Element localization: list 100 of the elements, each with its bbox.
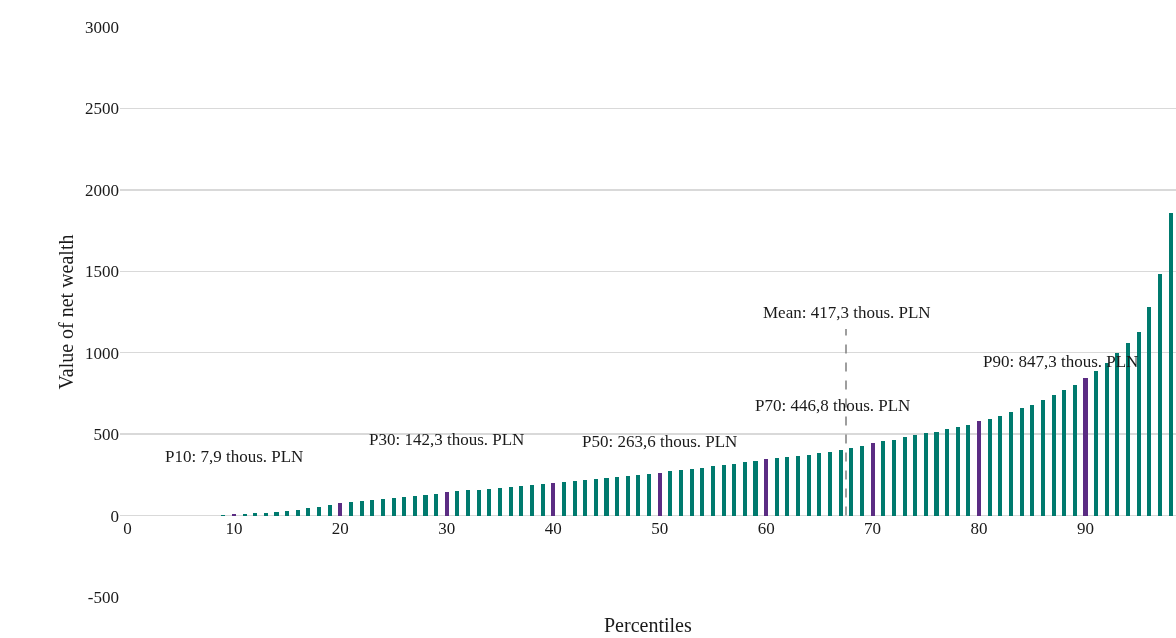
bar: [327, 505, 332, 516]
bar: [498, 487, 503, 516]
bar: [306, 508, 311, 516]
bar: [806, 454, 811, 516]
bar: [1008, 412, 1014, 516]
bar: [604, 477, 609, 516]
bar: [689, 468, 694, 516]
y-tick-label: -500: [87, 587, 119, 607]
y-tick-label: 1000: [85, 343, 119, 363]
bar: [476, 489, 481, 516]
x-tick-label: 20: [331, 518, 349, 538]
x-tick-label: 70: [864, 518, 882, 538]
x-tick-label: 10: [225, 518, 243, 538]
bar: [647, 473, 652, 516]
bar: [977, 421, 982, 516]
bar: [1040, 399, 1045, 516]
x-tick-label: 40: [544, 518, 562, 538]
bar: [1136, 331, 1141, 516]
bar: [1072, 384, 1077, 516]
annotation: Mean: 417,3 thous. PLN: [763, 303, 931, 322]
x-tick-label: 50: [651, 518, 669, 538]
bar: [796, 455, 801, 516]
x-tick-label: 90: [1077, 518, 1095, 538]
bar: [551, 482, 556, 516]
bar: [817, 453, 822, 516]
bar: [742, 462, 747, 516]
bar: [1168, 212, 1173, 516]
bar: [764, 459, 769, 516]
bar: [338, 502, 343, 516]
bar: [1158, 273, 1163, 516]
annotation: P30: 142,3 thous. PLN: [369, 430, 525, 449]
bar: [359, 500, 364, 516]
bar: [859, 445, 864, 516]
bar: [487, 488, 492, 516]
bar: [466, 490, 471, 516]
bar: [423, 494, 428, 516]
bar: [1051, 395, 1056, 516]
x-tick-label: 60: [757, 518, 775, 538]
bar: [913, 435, 918, 516]
bar: [849, 448, 854, 516]
bar: [380, 498, 385, 516]
bar: [870, 442, 875, 516]
bar: [434, 493, 439, 516]
bar: [678, 470, 684, 516]
bar: [1094, 370, 1099, 516]
bar: [998, 415, 1003, 516]
bar: [540, 483, 545, 516]
bar: [934, 431, 939, 516]
bar: [838, 449, 843, 516]
bar: [508, 486, 513, 516]
bar: [753, 460, 758, 516]
bar: [593, 478, 598, 516]
bar: [785, 457, 790, 516]
y-axis-title: Value of net wealth: [54, 234, 77, 390]
y-tick-label: 3000: [85, 17, 119, 37]
bar: [668, 471, 673, 516]
bar: [370, 499, 375, 516]
bar: [317, 507, 322, 516]
bar: [1147, 307, 1152, 516]
bar: [732, 463, 737, 516]
x-tick-label: 80: [970, 518, 988, 538]
bar: [615, 476, 620, 516]
annotation: P70: 446,8 thous. PLN: [755, 396, 911, 415]
bar: [583, 479, 588, 516]
bar: [1019, 408, 1024, 516]
bar: [881, 441, 886, 516]
bar: [1062, 390, 1067, 516]
bar: [1083, 377, 1088, 516]
bar: [529, 484, 534, 516]
annotation: P50: 263,6 thous. PLN: [582, 432, 738, 451]
bar: [561, 481, 566, 516]
y-tick-label: 1500: [85, 262, 119, 282]
bar: [455, 491, 460, 516]
bar: [721, 464, 726, 516]
bar: [402, 496, 407, 516]
bar: [285, 510, 290, 516]
x-axis-title: Percentiles: [604, 614, 692, 636]
y-tick-label: 500: [93, 425, 119, 445]
bar: [955, 427, 960, 516]
bar: [348, 501, 354, 516]
bar: [625, 475, 630, 516]
bar: [636, 474, 641, 516]
annotation: P10: 7,9 thous. PLN: [165, 447, 304, 466]
bar: [572, 480, 577, 516]
bar: [253, 513, 258, 516]
bar: [966, 424, 971, 516]
bar: [1104, 362, 1109, 516]
bar: [945, 429, 950, 516]
bar: [923, 433, 928, 516]
bar: [391, 497, 396, 516]
bar: [444, 492, 449, 516]
bar: [710, 466, 715, 516]
y-tick-label: 2000: [85, 180, 119, 200]
bar: [891, 439, 896, 516]
bar: [657, 472, 662, 516]
bar: [1030, 404, 1035, 516]
bar: [700, 467, 705, 516]
bar: [902, 437, 907, 516]
x-tick-label: 30: [438, 518, 456, 538]
bar: [274, 511, 279, 516]
